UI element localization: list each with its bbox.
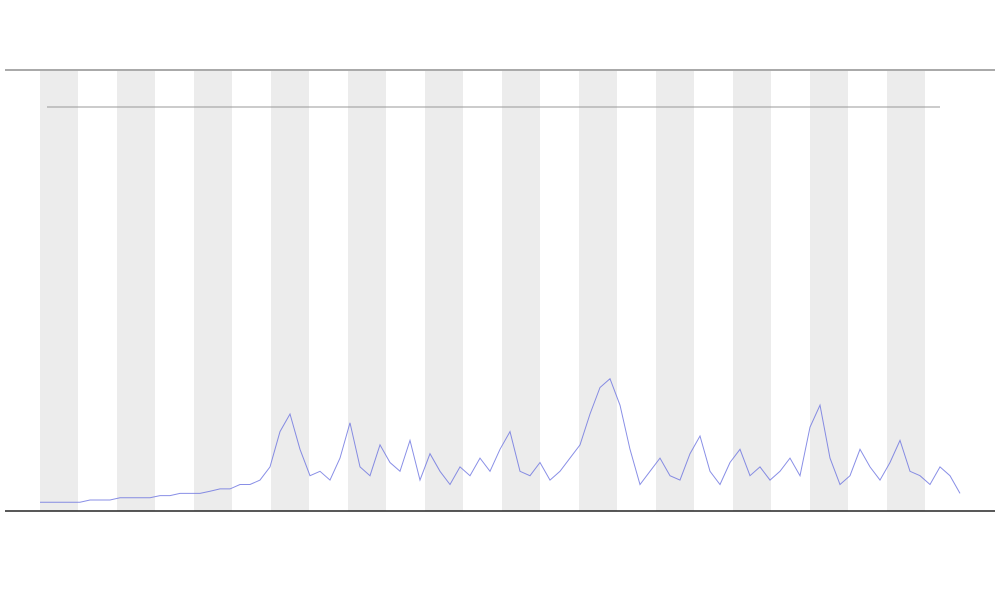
band	[40, 71, 78, 511]
data-line	[40, 377, 961, 503]
band	[810, 71, 848, 511]
band	[425, 71, 463, 511]
band	[117, 71, 155, 511]
band	[579, 71, 617, 511]
band	[733, 71, 771, 511]
band	[887, 71, 925, 511]
band	[656, 71, 694, 511]
band	[194, 71, 232, 511]
band	[502, 71, 540, 511]
band	[348, 71, 386, 511]
shaded-bands	[40, 71, 925, 511]
band	[271, 71, 309, 511]
